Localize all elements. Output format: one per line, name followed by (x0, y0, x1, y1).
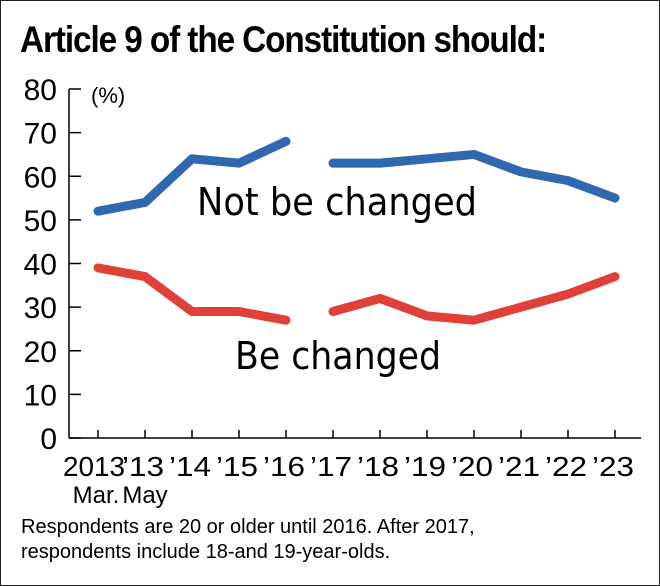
y-axis-unit: (%) (91, 83, 125, 108)
x-tick-label: ’22 (545, 451, 587, 482)
x-tick-label: ’14 (169, 451, 211, 482)
y-tick-label: 40 (24, 249, 57, 282)
y-tick-label: 80 (24, 74, 57, 107)
x-tick-label: ’19 (404, 451, 446, 482)
footnote-line: Respondents are 20 or older until 2016. … (21, 516, 475, 538)
x-tick-label: ’15 (216, 451, 258, 482)
x-tick-label: ’20 (451, 451, 493, 482)
series-line-be-changed (93, 263, 291, 325)
x-tick-label: ’23 (592, 451, 634, 482)
y-tick-label: 50 (24, 205, 57, 238)
x-tick-label: ’13 (122, 451, 164, 482)
x-sub-label: Mar. (73, 482, 120, 509)
y-tick-label: 60 (24, 161, 57, 194)
series-label: Not be changed (197, 180, 477, 224)
footnote-line: respondents include 18-and 19-year-olds. (21, 541, 391, 563)
x-tick-label: ’17 (310, 451, 352, 482)
x-tick-label: ’16 (263, 451, 305, 482)
y-tick-label: 20 (24, 336, 57, 369)
chart-title: Article 9 of the Constitution should: (20, 19, 547, 60)
y-tick-label: 30 (24, 292, 57, 325)
footnote: Respondents are 20 or older until 2016. … (21, 515, 475, 565)
y-tick-label: 70 (24, 118, 57, 151)
x-tick-label: ’18 (357, 451, 399, 482)
series-line-be-changed (328, 272, 620, 325)
x-tick-label: ’21 (498, 451, 540, 482)
x-sub-label: May (122, 482, 167, 509)
x-tick-label: 2013 (63, 451, 125, 482)
series-label: Be changed (235, 334, 441, 378)
y-tick-label: 10 (24, 379, 57, 412)
y-tick-label: 0 (40, 423, 57, 456)
